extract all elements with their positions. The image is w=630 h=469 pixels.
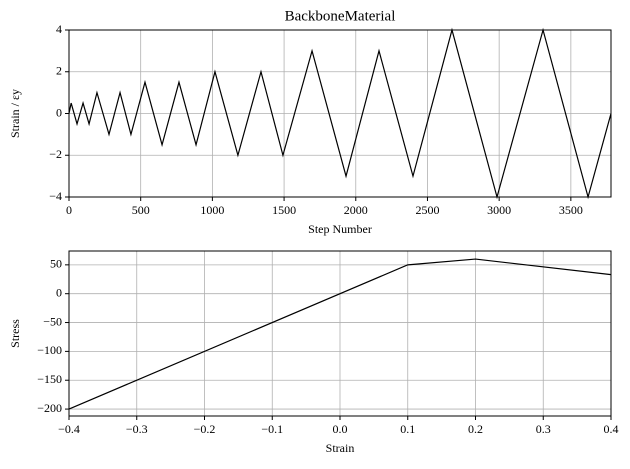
y-tick-label: 0 [56,105,62,119]
data-line [68,258,612,410]
x-tick-label: 0.0 [333,422,348,436]
x-axis-label: Strain [326,441,355,455]
x-tick-label: 3500 [559,203,583,217]
y-tick-label: −4 [49,189,62,203]
y-tick-label: −200 [37,401,62,415]
y-tick-label: 0 [56,285,62,299]
y-tick-label: −50 [43,314,62,328]
x-tick-label: −0.1 [261,422,283,436]
y-tick-label: 4 [56,22,62,36]
y-tick-label: −100 [37,343,62,357]
x-tick-label: 500 [132,203,150,217]
x-tick-label: 0.1 [400,422,415,436]
x-tick-label: 1000 [200,203,224,217]
x-tick-label: −0.3 [126,422,148,436]
x-tick-label: 2500 [415,203,439,217]
x-tick-label: −0.4 [58,422,80,436]
chart-title: BackboneMaterial [285,8,396,24]
x-tick-label: 0.2 [468,422,483,436]
y-tick-label: −150 [37,372,62,386]
y-tick-label: −2 [49,147,62,161]
x-axis-label: Step Number [308,222,372,236]
x-tick-label: 0 [66,203,72,217]
y-tick-label: 2 [56,64,62,78]
x-tick-label: 2000 [344,203,368,217]
data-line [68,27,612,200]
x-tick-label: 0.3 [536,422,551,436]
x-tick-label: 1500 [272,203,296,217]
y-axis-label: Stress [8,319,22,348]
x-tick-label: 3000 [487,203,511,217]
plot-frame [68,29,612,198]
x-tick-label: 0.4 [604,422,619,436]
plot-frame [68,250,612,417]
y-tick-label: 50 [50,257,62,271]
y-axis-label: Strain / εy [8,89,22,138]
x-tick-label: −0.2 [194,422,216,436]
